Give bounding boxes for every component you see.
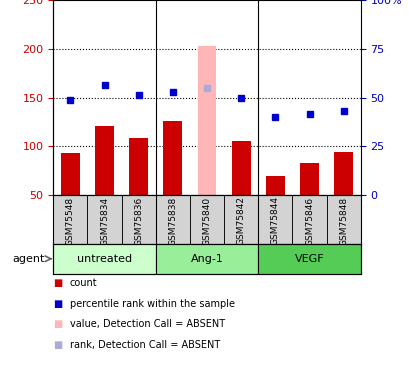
Text: value, Detection Call = ABSENT: value, Detection Call = ABSENT [70, 320, 224, 329]
Text: GSM75836: GSM75836 [134, 196, 143, 246]
Bar [53, 244, 155, 274]
Bar [95, 126, 114, 195]
Bar [333, 152, 352, 195]
Text: ■: ■ [53, 278, 62, 288]
Bar [189, 195, 224, 244]
Text: ■: ■ [53, 299, 62, 309]
Text: GSM75834: GSM75834 [100, 196, 109, 246]
Bar [224, 195, 258, 244]
Bar [258, 195, 292, 244]
Bar [87, 195, 121, 244]
Text: GSM75548: GSM75548 [66, 196, 75, 246]
Bar [121, 195, 155, 244]
Text: GSM75844: GSM75844 [270, 196, 279, 246]
Bar [326, 195, 360, 244]
Bar [292, 195, 326, 244]
Text: GSM75848: GSM75848 [338, 196, 347, 246]
Bar [258, 244, 360, 274]
Bar [53, 195, 87, 244]
Text: ■: ■ [53, 340, 62, 350]
Text: GSM75842: GSM75842 [236, 196, 245, 246]
Text: VEGF: VEGF [294, 254, 324, 264]
Bar [231, 141, 250, 195]
Text: ■: ■ [53, 320, 62, 329]
Bar [61, 153, 80, 195]
Bar [163, 121, 182, 195]
Text: percentile rank within the sample: percentile rank within the sample [70, 299, 234, 309]
Bar [299, 163, 318, 195]
Text: GSM75838: GSM75838 [168, 196, 177, 246]
Text: agent: agent [13, 254, 45, 264]
Bar [129, 138, 148, 195]
Text: count: count [70, 278, 97, 288]
Text: Ang-1: Ang-1 [190, 254, 223, 264]
Text: untreated: untreated [77, 254, 132, 264]
Bar [155, 195, 189, 244]
Bar [265, 177, 284, 195]
Bar [197, 46, 216, 195]
Text: rank, Detection Call = ABSENT: rank, Detection Call = ABSENT [70, 340, 219, 350]
Text: GSM75840: GSM75840 [202, 196, 211, 246]
Text: GSM75846: GSM75846 [304, 196, 313, 246]
Bar [155, 244, 258, 274]
